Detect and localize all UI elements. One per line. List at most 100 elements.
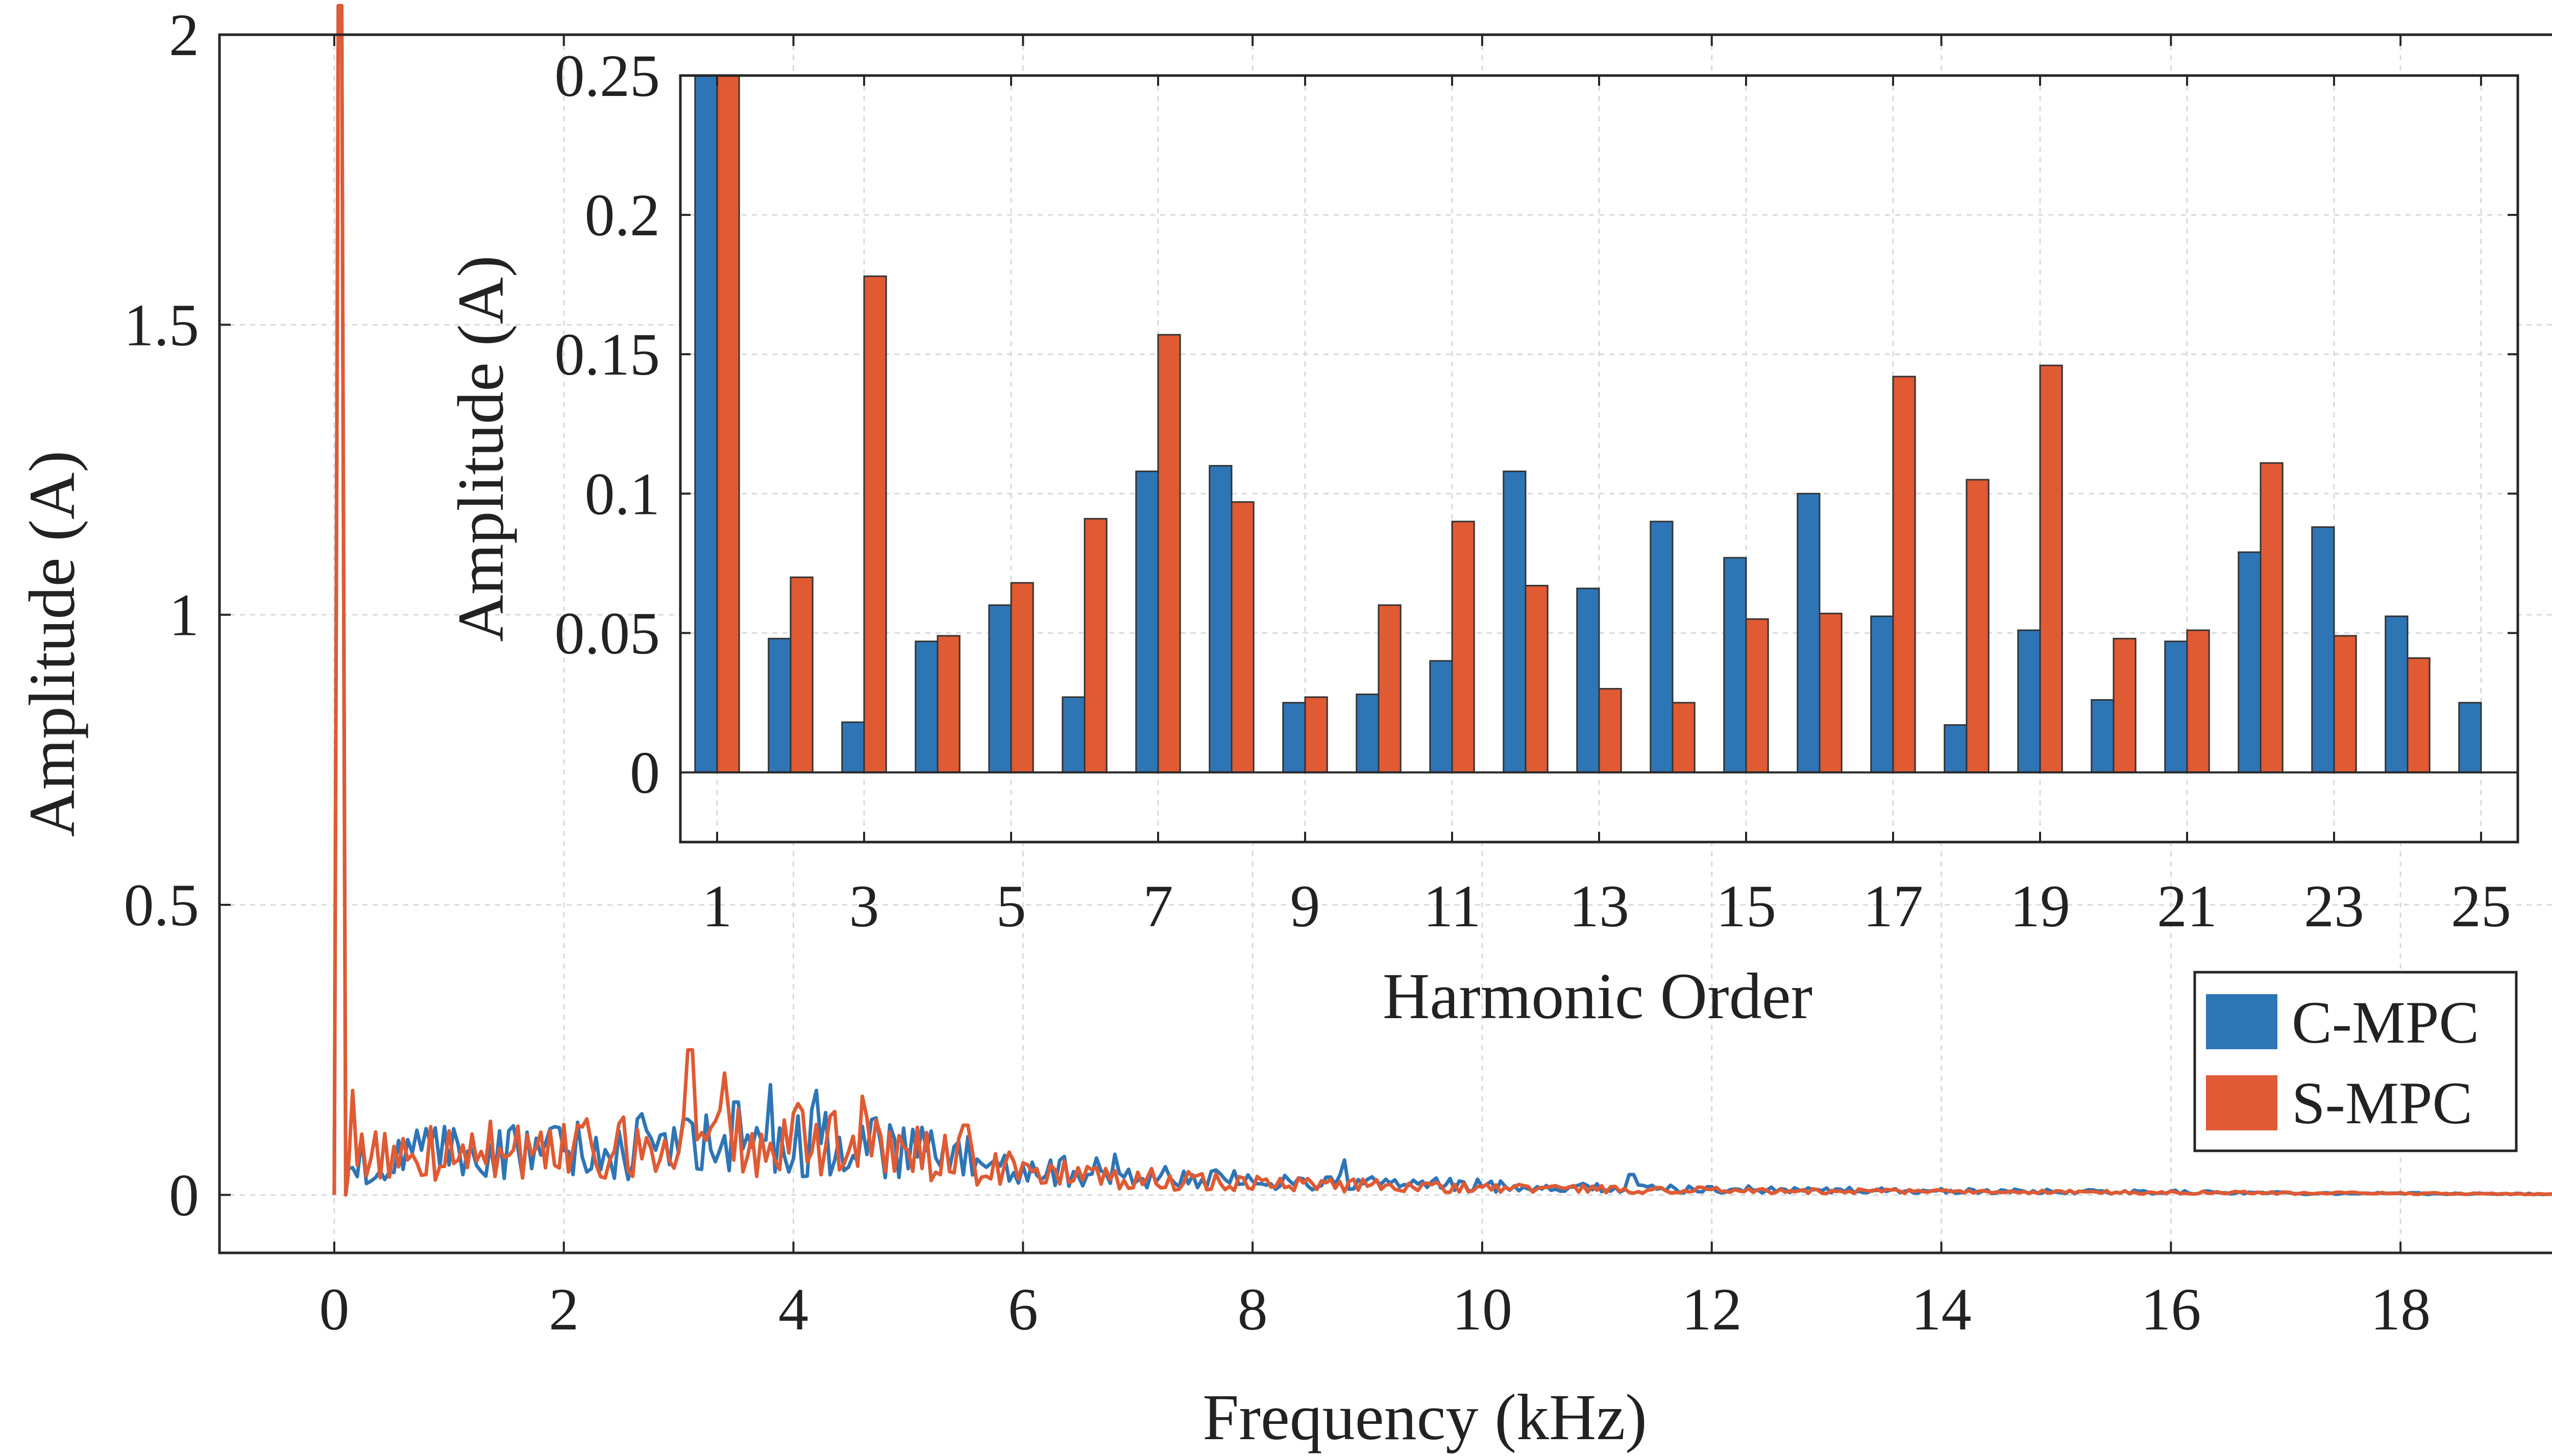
inset-bar-c-mpc-h11 — [1429, 660, 1453, 773]
main-x-tick-label: 2 — [549, 1276, 579, 1343]
inset-bar-c-mpc-h22 — [2238, 551, 2262, 773]
inset-bar-c-mpc-h23 — [2311, 526, 2335, 773]
inset-bar-s-mpc-h24 — [2407, 657, 2431, 773]
main-y-axis-label: Amplitude (A) — [16, 451, 88, 837]
inset-bar-c-mpc-h8 — [1209, 465, 1233, 773]
inset-bar-c-mpc-h21 — [2164, 640, 2188, 773]
inset-bar-c-mpc-h10 — [1356, 694, 1380, 773]
inset-bar-c-mpc-h2 — [768, 637, 792, 773]
inset-x-tick-label: 1 — [702, 873, 732, 940]
inset-bar-c-mpc-h24 — [2385, 615, 2409, 773]
inset-bar-s-mpc-h21 — [2186, 629, 2210, 773]
legend: C-MPC S-MPC — [2193, 971, 2518, 1152]
inset-bar-s-mpc-h14 — [1672, 702, 1696, 773]
inset-plot: 1 3 5 7 9 11 13 15 17 19 21 23 2500.050.10.150.20.25… — [445, 42, 2519, 1032]
main-axes-border — [218, 33, 2552, 1254]
main-x-tick-label: 4 — [778, 1276, 808, 1343]
inset-bar-s-mpc-h10 — [1378, 604, 1402, 773]
inset-bar-c-mpc-h14 — [1650, 521, 1674, 773]
inset-bar-c-mpc-h13 — [1576, 587, 1600, 773]
inset-bar-s-mpc-h3 — [863, 275, 887, 773]
legend-swatch-s-mpc — [2206, 1075, 2277, 1130]
main-y-tick-label: 1.5 — [124, 291, 200, 358]
inset-bar-c-mpc-h18 — [1944, 724, 1968, 773]
inset-bar-c-mpc-h7 — [1135, 471, 1159, 773]
main-x-axis-label: Frequency (kHz) — [1203, 1381, 1647, 1453]
main-y-tick-label: 0.5 — [124, 872, 200, 939]
inset-bar-c-mpc-h12 — [1503, 471, 1527, 773]
inset-bar-s-mpc-h20 — [2113, 637, 2137, 773]
inset-y-tick-label: 0.05 — [555, 600, 660, 667]
inset-bar-s-mpc-h13 — [1598, 688, 1622, 773]
main-x-tick-label: 0 — [319, 1276, 349, 1343]
inset-x-tick-label: 25 — [2451, 873, 2511, 940]
inset-bar-s-mpc-h11 — [1451, 521, 1475, 773]
inset-bar-c-mpc-h3 — [841, 721, 865, 773]
inset-bar-c-mpc-h15 — [1723, 557, 1747, 773]
inset-bar-s-mpc-h18 — [1966, 479, 1990, 773]
inset-bar-c-mpc-h17 — [1870, 615, 1894, 773]
inset-bar-c-mpc-h6 — [1062, 696, 1086, 773]
inset-x-tick-label: 5 — [996, 873, 1026, 940]
inset-x-tick-label: 9 — [1290, 873, 1320, 940]
inset-x-tick-label: 7 — [1143, 873, 1173, 940]
main-x-tick-label: 8 — [1238, 1276, 1268, 1343]
inset-bar-c-mpc-h25 — [2458, 702, 2482, 773]
inset-y-tick-label: 0.15 — [555, 321, 660, 388]
inset-bar-s-mpc-h2 — [790, 576, 814, 773]
inset-bar-s-mpc-h9 — [1304, 696, 1328, 773]
legend-label-c-mpc: C-MPC — [2292, 989, 2479, 1056]
main-y-tick-label: 0 — [169, 1162, 199, 1228]
main-series — [332, 4, 2552, 1197]
main-x-tick-label: 16 — [2141, 1276, 2201, 1343]
legend-label-s-mpc: S-MPC — [2292, 1070, 2472, 1137]
inset-bar-s-mpc-h17 — [1892, 376, 1916, 773]
inset-bars — [694, 75, 2482, 773]
inset-bar-c-mpc-h1 — [694, 75, 718, 773]
inset-bar-s-mpc-h12 — [1525, 585, 1549, 773]
inset-x-tick-label: 15 — [1716, 873, 1776, 940]
inset-x-tick-label: 13 — [1569, 873, 1629, 940]
main-x-tick-label: 14 — [1911, 1276, 1972, 1343]
inset-bar-s-mpc-h4 — [937, 635, 961, 773]
inset-bar-s-mpc-h23 — [2333, 635, 2357, 773]
inset-bar-c-mpc-h16 — [1797, 492, 1821, 773]
main-y-tick-label: 2 — [169, 2, 199, 68]
inset-x-axis-label: Harmonic Order — [1383, 960, 1812, 1032]
inset-bar-s-mpc-h6 — [1084, 517, 1108, 773]
inset-bar-s-mpc-h7 — [1157, 334, 1181, 773]
inset-x-tick-label: 21 — [2157, 873, 2217, 940]
inset-x-tick-label: 23 — [2304, 873, 2364, 940]
inset-bar-s-mpc-h19 — [2039, 364, 2063, 773]
legend-swatch-c-mpc — [2206, 994, 2277, 1049]
inset-bar-c-mpc-h4 — [915, 640, 939, 773]
main-x-tick-label: 18 — [2370, 1276, 2431, 1343]
inset-bar-c-mpc-h5 — [988, 604, 1012, 773]
inset-bar-c-mpc-h9 — [1282, 702, 1306, 773]
inset-x-tick-label: 11 — [1423, 873, 1481, 940]
main-x-tick-label: 10 — [1452, 1276, 1512, 1343]
main-ticks: 0246810121416182000.511.52 — [124, 2, 2431, 1343]
main-x-tick-label: 12 — [1682, 1276, 1742, 1343]
inset-y-axis-label: Amplitude (A) — [445, 255, 517, 641]
inset-y-tick-label: 0.25 — [555, 42, 660, 109]
inset-y-tick-label: 0 — [630, 739, 660, 806]
inset-bar-s-mpc-h8 — [1231, 501, 1255, 773]
inset-x-tick-label: 17 — [1863, 873, 1923, 940]
inset-bar-s-mpc-h15 — [1745, 618, 1769, 773]
inset-bar-s-mpc-h16 — [1819, 612, 1843, 773]
main-y-tick-label: 1 — [169, 582, 199, 649]
inset-y-tick-label: 0.2 — [585, 182, 660, 249]
inset-bar-s-mpc-h1 — [716, 75, 740, 773]
main-x-tick-label: 6 — [1008, 1276, 1038, 1343]
inset-x-tick-label: 19 — [2010, 873, 2070, 940]
main-series-line-s-mpc — [332, 4, 2552, 1197]
inset-x-tick-label: 3 — [849, 873, 879, 940]
inset-bar-c-mpc-h19 — [2017, 629, 2041, 773]
inset-y-tick-label: 0.1 — [585, 460, 660, 527]
inset-bar-s-mpc-h5 — [1010, 582, 1034, 773]
inset-bar-c-mpc-h20 — [2091, 699, 2115, 773]
inset-bar-s-mpc-h22 — [2260, 462, 2284, 773]
